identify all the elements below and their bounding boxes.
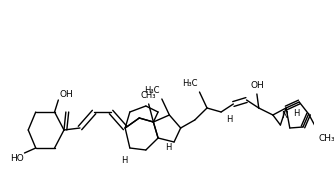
Text: H: H [122,156,128,165]
Text: OH: OH [59,90,73,99]
Text: H: H [294,109,300,118]
Text: N: N [281,111,288,120]
Text: HO: HO [10,154,23,163]
Text: H₃C: H₃C [145,86,160,95]
Text: CH₃: CH₃ [318,134,334,143]
Text: CH₃: CH₃ [141,91,156,100]
Text: OH: OH [250,81,264,90]
Text: H: H [226,115,232,124]
Text: H: H [166,143,172,152]
Text: H₃C: H₃C [182,79,198,88]
